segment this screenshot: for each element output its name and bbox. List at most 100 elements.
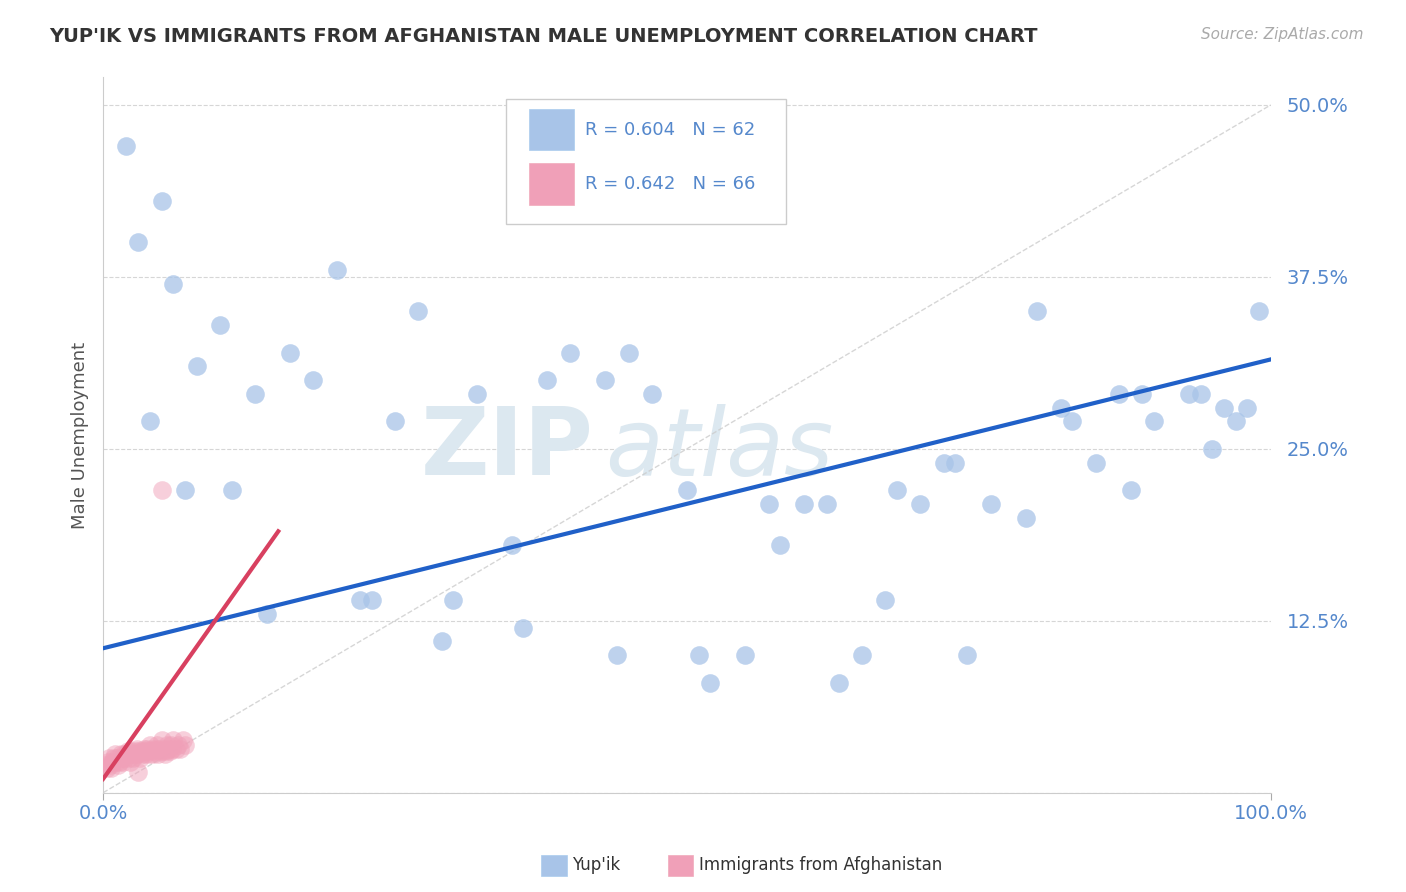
- Point: [360, 593, 382, 607]
- Point: [103, 751, 125, 765]
- Point: [1119, 483, 1142, 497]
- Point: [165, 741, 187, 756]
- Point: [172, 733, 194, 747]
- Point: [886, 483, 908, 497]
- Point: [851, 648, 873, 662]
- Point: [105, 751, 128, 765]
- Point: [945, 456, 967, 470]
- Point: [676, 483, 699, 497]
- Point: [122, 751, 145, 765]
- Point: [325, 263, 347, 277]
- Point: [465, 386, 488, 401]
- Point: [110, 747, 132, 761]
- Point: [956, 648, 979, 662]
- Point: [139, 738, 162, 752]
- Point: [1049, 401, 1071, 415]
- Point: [139, 744, 162, 758]
- Point: [221, 483, 243, 497]
- Point: [142, 747, 165, 761]
- Point: [98, 758, 121, 772]
- Point: [910, 497, 932, 511]
- Point: [111, 756, 134, 770]
- Point: [134, 747, 156, 761]
- Point: [108, 756, 131, 770]
- Point: [1225, 414, 1247, 428]
- Point: [115, 139, 138, 153]
- Point: [1014, 510, 1036, 524]
- Point: [112, 747, 135, 761]
- Text: YUP'IK VS IMMIGRANTS FROM AFGHANISTAN MALE UNEMPLOYMENT CORRELATION CHART: YUP'IK VS IMMIGRANTS FROM AFGHANISTAN MA…: [49, 27, 1038, 45]
- Y-axis label: Male Unemployment: Male Unemployment: [72, 342, 89, 529]
- Point: [111, 751, 134, 765]
- Point: [118, 756, 141, 770]
- Point: [132, 744, 155, 758]
- Point: [139, 414, 162, 428]
- Point: [149, 744, 172, 758]
- Point: [153, 747, 176, 761]
- Point: [104, 747, 127, 761]
- Point: [349, 593, 371, 607]
- Point: [208, 318, 231, 332]
- Point: [384, 414, 406, 428]
- Point: [560, 345, 582, 359]
- Point: [186, 359, 208, 374]
- FancyBboxPatch shape: [529, 163, 574, 205]
- Point: [104, 756, 127, 770]
- Point: [173, 483, 195, 497]
- Point: [160, 741, 183, 756]
- Point: [1143, 414, 1166, 428]
- Point: [875, 593, 897, 607]
- Point: [1084, 456, 1107, 470]
- Point: [1213, 401, 1236, 415]
- Point: [138, 747, 160, 761]
- Point: [129, 751, 152, 765]
- Point: [169, 741, 191, 756]
- Point: [617, 345, 640, 359]
- Point: [121, 747, 143, 761]
- Point: [1178, 386, 1201, 401]
- Point: [131, 747, 153, 761]
- Text: ZIP: ZIP: [420, 403, 593, 495]
- Point: [100, 761, 122, 775]
- Point: [115, 747, 138, 761]
- Point: [1130, 386, 1153, 401]
- Text: atlas: atlas: [605, 404, 834, 495]
- Point: [132, 741, 155, 756]
- Point: [278, 345, 301, 359]
- Point: [758, 497, 780, 511]
- Point: [125, 747, 148, 761]
- Point: [127, 765, 149, 780]
- Point: [97, 756, 120, 770]
- Point: [143, 744, 166, 758]
- Point: [156, 738, 179, 752]
- Point: [125, 741, 148, 756]
- Point: [441, 593, 464, 607]
- Point: [135, 744, 157, 758]
- Point: [256, 607, 278, 621]
- FancyBboxPatch shape: [506, 99, 786, 224]
- Point: [94, 758, 117, 772]
- Point: [512, 621, 534, 635]
- Point: [302, 373, 325, 387]
- Point: [162, 277, 184, 291]
- Point: [127, 747, 149, 761]
- Point: [150, 483, 173, 497]
- Text: R = 0.642   N = 66: R = 0.642 N = 66: [585, 175, 755, 193]
- Point: [932, 456, 955, 470]
- Point: [173, 738, 195, 752]
- Point: [118, 751, 141, 765]
- Point: [114, 751, 136, 765]
- Point: [1108, 386, 1130, 401]
- Point: [606, 648, 628, 662]
- Point: [98, 751, 121, 765]
- Point: [107, 758, 129, 772]
- Point: [160, 738, 183, 752]
- Point: [136, 741, 159, 756]
- Point: [141, 741, 163, 756]
- Point: [117, 744, 139, 758]
- Point: [641, 386, 664, 401]
- Point: [146, 747, 169, 761]
- Point: [127, 235, 149, 250]
- Point: [793, 497, 815, 511]
- Point: [815, 497, 838, 511]
